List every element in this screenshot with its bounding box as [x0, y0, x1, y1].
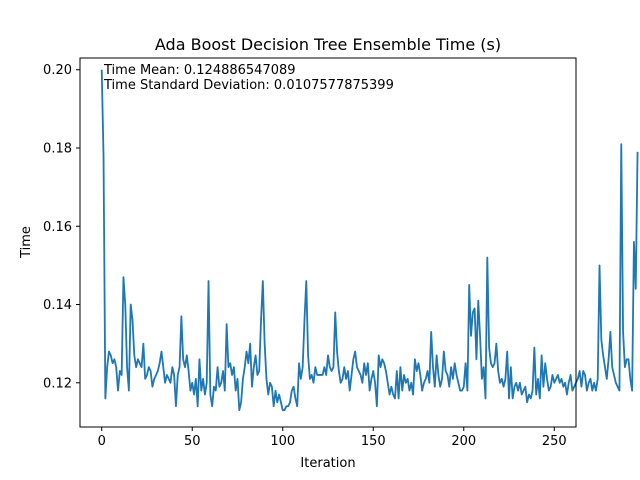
annotation-time-mean: Time Mean: 0.124886547089 [103, 63, 296, 78]
x-tick-label: 150 [361, 434, 386, 449]
y-axis-label: Time [19, 226, 34, 259]
x-tick-label: 0 [98, 434, 106, 449]
y-tick-label: 0.16 [43, 220, 72, 235]
y-tick-label: 0.12 [43, 376, 72, 391]
annotation-time-std: Time Standard Deviation: 0.0107577875399 [103, 78, 394, 93]
chart-title: Ada Boost Decision Tree Ensemble Time (s… [155, 35, 501, 54]
plot-background [80, 58, 576, 427]
x-tick-label: 250 [542, 434, 567, 449]
x-axis-label: Iteration [300, 456, 355, 471]
x-tick-label: 200 [451, 434, 476, 449]
series-line-layer [100, 69, 639, 412]
y-tick-label: 0.14 [43, 298, 72, 313]
plot-area [79, 57, 639, 428]
x-axis: 0 50 100 150 200 250 [98, 427, 567, 449]
y-tick-label: 0.20 [43, 63, 72, 78]
x-tick-label: 50 [184, 434, 201, 449]
plot-frame [79, 57, 577, 428]
y-tick-label: 0.18 [43, 142, 72, 157]
y-axis: 0.12 0.14 0.16 0.18 0.20 [43, 63, 80, 391]
series-line [100, 69, 639, 412]
x-tick-label: 100 [270, 434, 295, 449]
